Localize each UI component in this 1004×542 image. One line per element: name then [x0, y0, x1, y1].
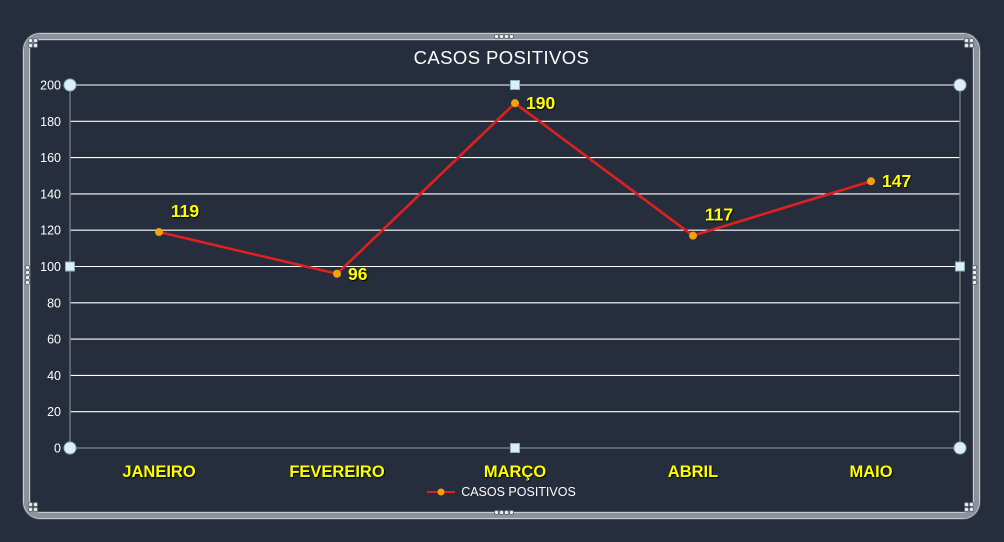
- frame-ornament-left: [26, 266, 29, 284]
- y-tick-label: 40: [47, 369, 61, 383]
- frame-ornament-top: [495, 35, 513, 38]
- data-point[interactable]: [867, 177, 875, 186]
- frame-ornament-bottom: [495, 511, 513, 514]
- frame-ornament-corner-tl: [29, 39, 37, 47]
- selection-handle-mid[interactable]: [65, 261, 75, 272]
- frame-ornament-corner-tr: [965, 39, 973, 47]
- data-label: 96: [348, 264, 368, 284]
- category-label: ABRIL: [668, 463, 718, 481]
- frame-ornament-corner-bl: [29, 503, 37, 511]
- selection-handle-mid[interactable]: [955, 261, 965, 272]
- data-label: 117: [705, 205, 733, 225]
- selection-handle-corner[interactable]: [953, 441, 967, 455]
- chart-title: CASOS POSITIVOS: [413, 47, 590, 68]
- category-label: JANEIRO: [122, 463, 196, 481]
- series-line[interactable]: [158, 101, 872, 276]
- y-tick-label: 160: [40, 151, 61, 165]
- selection-handle-corner[interactable]: [63, 78, 77, 92]
- category-label: MARÇO: [484, 463, 546, 481]
- frame-ornament-right: [973, 266, 976, 284]
- y-tick-label: 120: [40, 224, 61, 238]
- data-point[interactable]: [333, 269, 341, 278]
- y-tick-label: 0: [54, 442, 61, 456]
- y-tick-label: 80: [47, 296, 61, 310]
- y-tick-label: 100: [40, 260, 61, 274]
- selection-handle-mid[interactable]: [510, 80, 520, 90]
- data-label: 190: [526, 93, 555, 113]
- selection-handle-corner[interactable]: [63, 441, 77, 455]
- data-point[interactable]: [689, 231, 697, 240]
- y-tick-label: 180: [40, 115, 61, 129]
- data-point[interactable]: [155, 228, 163, 237]
- y-tick-label: 20: [47, 405, 61, 419]
- frame-ornament-corner-br: [965, 503, 973, 511]
- chart-legend[interactable]: CASOS POSITIVOS: [30, 483, 973, 501]
- y-tick-label: 140: [40, 187, 61, 201]
- legend-label: CASOS POSITIVOS: [461, 485, 576, 499]
- data-label: 147: [882, 171, 911, 191]
- y-tick-label: 60: [47, 333, 61, 347]
- category-label: MAIO: [849, 463, 892, 481]
- legend-marker-line: [427, 488, 456, 496]
- data-point[interactable]: [511, 99, 519, 108]
- legend-marker-dot: [437, 488, 445, 496]
- y-tick-label: 200: [40, 79, 61, 93]
- data-label: 119: [171, 201, 199, 221]
- selection-handle-mid[interactable]: [510, 443, 520, 453]
- category-label: FEVEREIRO: [289, 463, 385, 481]
- selection-handle-corner[interactable]: [953, 78, 967, 92]
